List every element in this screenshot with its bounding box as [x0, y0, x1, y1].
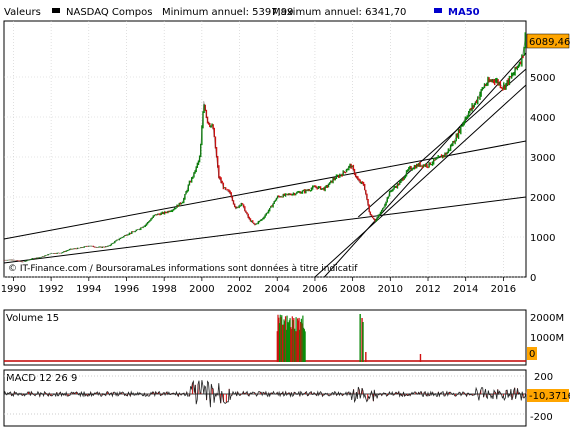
price-grid — [4, 21, 526, 278]
x-tick-label: 2014 — [453, 284, 478, 295]
ma-swatch — [434, 8, 442, 13]
x-tick-label: 1990 — [1, 284, 26, 295]
volume-layer — [4, 314, 526, 362]
y-tick-label: 4000 — [530, 113, 555, 124]
x-tick-label: 1992 — [38, 284, 63, 295]
x-tick-label: 2012 — [415, 284, 440, 295]
ma50-line — [3, 33, 527, 263]
x-tick-label: 2000 — [189, 284, 214, 295]
macd-last-value: -10,3716 — [529, 391, 570, 402]
macd-line — [3, 379, 527, 408]
trendline — [314, 84, 527, 278]
y-tick-label: 3000 — [530, 153, 555, 164]
macd-tick-200: 200 — [534, 372, 553, 383]
macd-panel-frame — [3, 369, 527, 427]
trendline — [3, 196, 527, 264]
x-tick-label: 1994 — [76, 284, 101, 295]
volume-tick-1000m: 1000M — [530, 333, 564, 344]
y-tick-label: 0 — [530, 273, 536, 284]
x-tick-label: 2004 — [265, 284, 290, 295]
macd-layer — [3, 375, 527, 415]
volume-panel-frame — [3, 309, 527, 366]
y-tick-label: 5000 — [530, 73, 555, 84]
x-tick-label: 2016 — [491, 284, 516, 295]
x-tick-label: 1998 — [151, 284, 176, 295]
volume-title: Volume 15 — [6, 313, 59, 324]
price-y-ticks: 0 1000 2000 3000 4000 5000 — [530, 73, 555, 284]
header-label: Valeurs — [4, 7, 41, 18]
header-legend: Valeurs NASDAQ Compos Minimum annuel: 53… — [4, 7, 480, 18]
x-tick-label: 2008 — [340, 284, 365, 295]
volume-last-value: 0 — [529, 349, 535, 360]
x-tick-label: 1996 — [114, 284, 139, 295]
trendline — [357, 68, 527, 218]
volume-last-badge — [527, 347, 537, 360]
x-axis-ticks: 1990 1992 1994 1996 1998 2000 2002 2004 2006 2008… — [1, 277, 516, 295]
x-tick-label: 2002 — [227, 284, 252, 295]
min-annual: Minimum annuel: 5397,99 — [162, 7, 294, 18]
trendline — [3, 140, 527, 240]
ma-label: MA50 — [448, 7, 480, 18]
x-tick-label: 2006 — [302, 284, 327, 295]
volume-tick-2000m: 2000M — [530, 313, 564, 324]
y-tick-label: 1000 — [530, 233, 555, 244]
macd-last-badge — [527, 389, 569, 402]
max-annual: Maximum annuel: 6341,70 — [272, 7, 406, 18]
series-name: NASDAQ Compos — [66, 7, 152, 18]
y-tick-label: 2000 — [530, 193, 555, 204]
macd-tick-neg200: -200 — [530, 412, 553, 423]
macd-title: MACD 12 26 9 — [6, 373, 77, 384]
series-swatch — [52, 8, 60, 13]
last-value-text: 6089,46 — [529, 37, 570, 48]
credit-text: © IT-Finance.com / BoursoramaLes informa… — [8, 263, 358, 274]
price-layer — [3, 32, 527, 263]
trendlines — [3, 52, 527, 278]
x-tick-label: 2010 — [378, 284, 403, 295]
last-value-badge: 6089,46 — [526, 33, 570, 49]
